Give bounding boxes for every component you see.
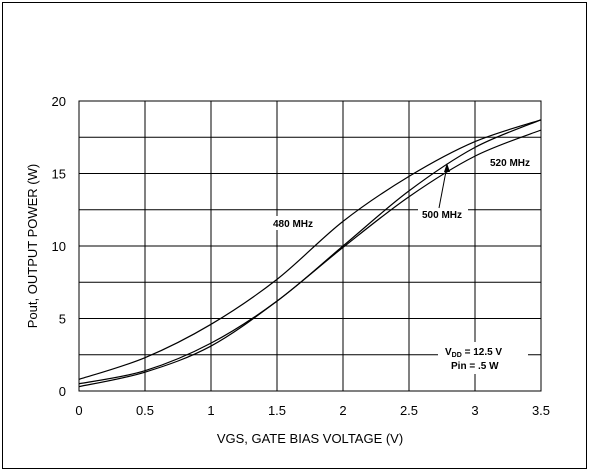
x-tick-label: 3.5	[532, 403, 550, 418]
label-520-backdrop	[486, 155, 538, 169]
y-axis-label: Pout, OUTPUT POWER (W)	[25, 164, 40, 328]
series-label-520: 520 MHz	[490, 158, 530, 169]
pin-condition: Pin = .5 W	[451, 361, 499, 372]
x-tick-label: 3	[471, 403, 478, 418]
y-tick-label: 5	[59, 312, 66, 327]
label-480-backdrop	[268, 216, 320, 230]
y-tick-labels: 0 5 10 15 20	[52, 94, 66, 399]
series-line-520-mhz	[78, 129, 542, 388]
label-500-backdrop	[418, 207, 468, 221]
x-axis-label: VGS, GATE BIAS VOLTAGE (V)	[217, 431, 403, 446]
x-tick-label: 1	[207, 403, 214, 418]
y-tick-label: 10	[52, 239, 66, 254]
series-line-480-mhz	[78, 119, 542, 380]
series-label-480: 480 MHz	[273, 219, 313, 230]
conditions-backdrop	[438, 342, 528, 374]
x-tick-labels: 0 0.5 1 1.5 2 2.5 3 3.5	[75, 403, 550, 418]
vdd-condition: VDD = 12.5 V	[445, 347, 502, 359]
x-tick-label: 0	[75, 403, 82, 418]
x-tick-label: 1.5	[268, 403, 286, 418]
x-tick-label: 2	[339, 403, 346, 418]
label-500-arrowhead	[444, 163, 450, 172]
y-tick-label: 20	[52, 94, 66, 109]
x-tick-label: 2.5	[400, 403, 418, 418]
series-label-500: 500 MHz	[422, 210, 462, 221]
series-lines	[78, 119, 542, 388]
grid-lines	[79, 101, 541, 391]
outer-border	[2, 2, 587, 469]
x-tick-label: 0.5	[136, 403, 154, 418]
y-tick-label: 15	[52, 167, 66, 182]
y-tick-label: 0	[59, 384, 66, 399]
label-500-leader	[438, 165, 448, 209]
